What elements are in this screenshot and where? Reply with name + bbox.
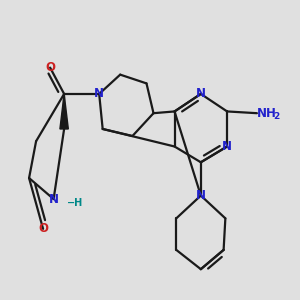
Text: −H: −H [67,198,83,208]
Text: N: N [196,87,206,101]
Text: 2: 2 [274,112,280,121]
Text: O: O [45,61,55,74]
Text: N: N [196,189,206,202]
Text: NH: NH [257,107,277,120]
Polygon shape [60,94,68,129]
Text: O: O [38,222,48,236]
Text: N: N [94,87,104,101]
Text: N: N [222,140,232,153]
Text: N: N [49,193,58,206]
